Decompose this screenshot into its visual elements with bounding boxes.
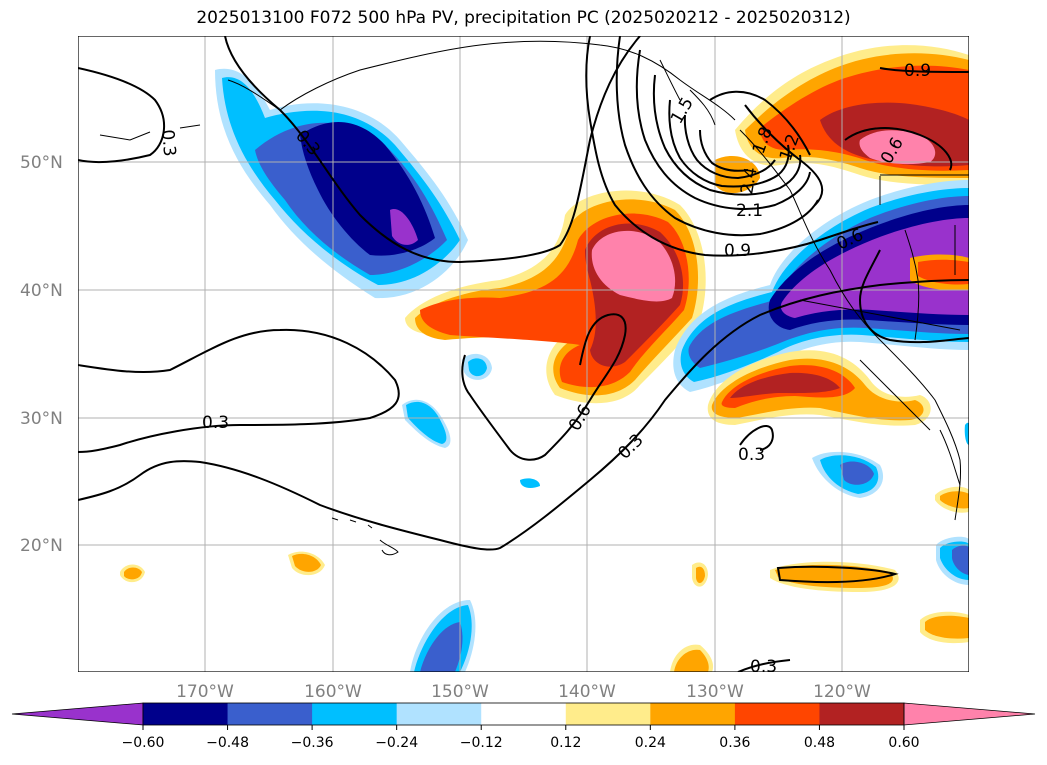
map-panel: 0.3 0.3 0.3 0.3 0.3 0.3 0.6 0.6 0.6 0.9 … (78, 36, 969, 677)
graticule (78, 36, 969, 672)
lat-label: 30°N (20, 409, 63, 429)
negative-anomaly-nw (215, 68, 468, 299)
small-anomaly-blobs (120, 353, 969, 672)
lat-label: 40°N (20, 281, 63, 301)
latitude-labels: 50°N 40°N 30°N 20°N (20, 153, 63, 556)
pv-contours (78, 36, 969, 672)
contour-label: 0.3 (202, 413, 229, 433)
lat-label: 50°N (20, 153, 63, 173)
colorbar-tick-label: −0.48 (206, 735, 249, 751)
colorbar: −0.60 −0.48 −0.36 −0.24 −0.12 0.12 0.24 0.36 0.4… (11, 702, 1036, 751)
lon-label: 150°W (431, 682, 489, 702)
lat-label: 20°N (20, 536, 63, 556)
figure-title: 2025013100 F072 500 hPa PV, precipitatio… (196, 8, 851, 28)
lon-label: 130°W (686, 682, 744, 702)
colorbar-segment (396, 703, 482, 725)
positive-anomaly-ne (715, 45, 969, 194)
colorbar-segment (227, 703, 313, 725)
colorbar-tick-label: 0.48 (804, 735, 835, 751)
positive-anomaly-central (405, 190, 706, 404)
colorbar-segment (819, 703, 905, 725)
colorbar-tick-label: 0.24 (635, 735, 666, 751)
positive-anomaly-south (707, 350, 931, 426)
colorbar-segment (734, 703, 820, 725)
lon-label: 140°W (558, 682, 616, 702)
colorbar-tick-label: −0.36 (291, 735, 334, 751)
colorbar-segment (565, 703, 651, 725)
colorbar-segment (650, 703, 736, 725)
colorbar-tick-label: 0.36 (719, 735, 750, 751)
coastlines (99, 40, 969, 556)
contour-label: 2.1 (736, 201, 763, 221)
contour-label: 0.3 (157, 129, 179, 158)
colorbar-extend-high (903, 702, 1036, 726)
contour-label: 0.3 (738, 445, 765, 465)
colorbar-segment (143, 703, 229, 725)
colorbar-tick-label: 0.12 (550, 735, 581, 751)
contour-label: 0.9 (724, 241, 751, 261)
lon-label: 160°W (304, 682, 362, 702)
colorbar-segment (312, 703, 398, 725)
colorbar-tick-label: −0.24 (375, 735, 418, 751)
contour-label: 0.3 (750, 657, 777, 677)
contour-label: 2.4 (737, 166, 761, 196)
colorbar-extend-low (11, 702, 144, 726)
negative-anomaly-east (673, 180, 969, 392)
colorbar-tick-label: 0.60 (888, 735, 919, 751)
lon-label: 170°W (176, 682, 234, 702)
colorbar-tick-label: −0.12 (460, 735, 503, 751)
contour-label: 0.9 (904, 61, 931, 81)
longitude-labels: 170°W 160°W 150°W 140°W 130°W 120°W (176, 682, 871, 702)
colorbar-segment (481, 703, 567, 725)
lon-label: 120°W (813, 682, 871, 702)
colorbar-tick-label: −0.60 (122, 735, 165, 751)
colorbar-frame (142, 702, 905, 726)
